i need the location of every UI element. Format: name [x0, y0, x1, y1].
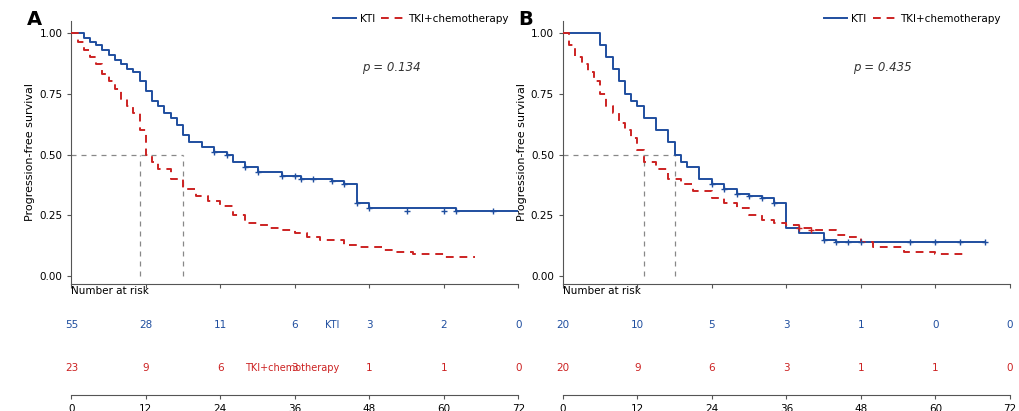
Text: 3: 3: [783, 320, 789, 330]
Text: Number at risk: Number at risk: [71, 286, 149, 296]
Text: TKI+chemotherapy: TKI+chemotherapy: [245, 363, 339, 372]
Text: 11: 11: [214, 320, 227, 330]
Text: 0: 0: [515, 320, 521, 330]
Text: 6: 6: [217, 363, 223, 372]
Text: B: B: [518, 10, 533, 29]
Text: p = 0.134: p = 0.134: [362, 61, 420, 74]
Text: 10: 10: [630, 320, 643, 330]
Text: Number at risk: Number at risk: [562, 286, 640, 296]
Text: 20: 20: [555, 320, 569, 330]
Text: 0: 0: [1006, 320, 1012, 330]
Text: KTI: KTI: [325, 320, 339, 330]
Text: 1: 1: [857, 320, 863, 330]
Text: 1: 1: [440, 363, 446, 372]
Text: 3: 3: [783, 363, 789, 372]
Text: 28: 28: [140, 320, 153, 330]
Text: 2: 2: [440, 320, 446, 330]
Text: 20: 20: [555, 363, 569, 372]
Text: 0: 0: [931, 320, 937, 330]
Text: 9: 9: [143, 363, 149, 372]
Text: 6: 6: [291, 320, 298, 330]
Text: 3: 3: [291, 363, 298, 372]
Text: p = 0.435: p = 0.435: [853, 61, 911, 74]
Text: 55: 55: [65, 320, 77, 330]
Y-axis label: Progression-free survival: Progression-free survival: [516, 83, 526, 221]
Text: 0: 0: [1006, 363, 1012, 372]
Text: 5: 5: [708, 320, 714, 330]
Text: 1: 1: [366, 363, 372, 372]
Text: 6: 6: [708, 363, 714, 372]
Text: 1: 1: [931, 363, 937, 372]
Text: 1: 1: [857, 363, 863, 372]
Text: 9: 9: [634, 363, 640, 372]
Y-axis label: Progression-free survival: Progression-free survival: [25, 83, 35, 221]
Text: 3: 3: [366, 320, 372, 330]
Legend: KTI, TKI+chemotherapy: KTI, TKI+chemotherapy: [819, 10, 1004, 28]
Text: 23: 23: [65, 363, 77, 372]
Legend: KTI, TKI+chemotherapy: KTI, TKI+chemotherapy: [328, 10, 513, 28]
Text: A: A: [26, 10, 42, 29]
Text: 0: 0: [515, 363, 521, 372]
